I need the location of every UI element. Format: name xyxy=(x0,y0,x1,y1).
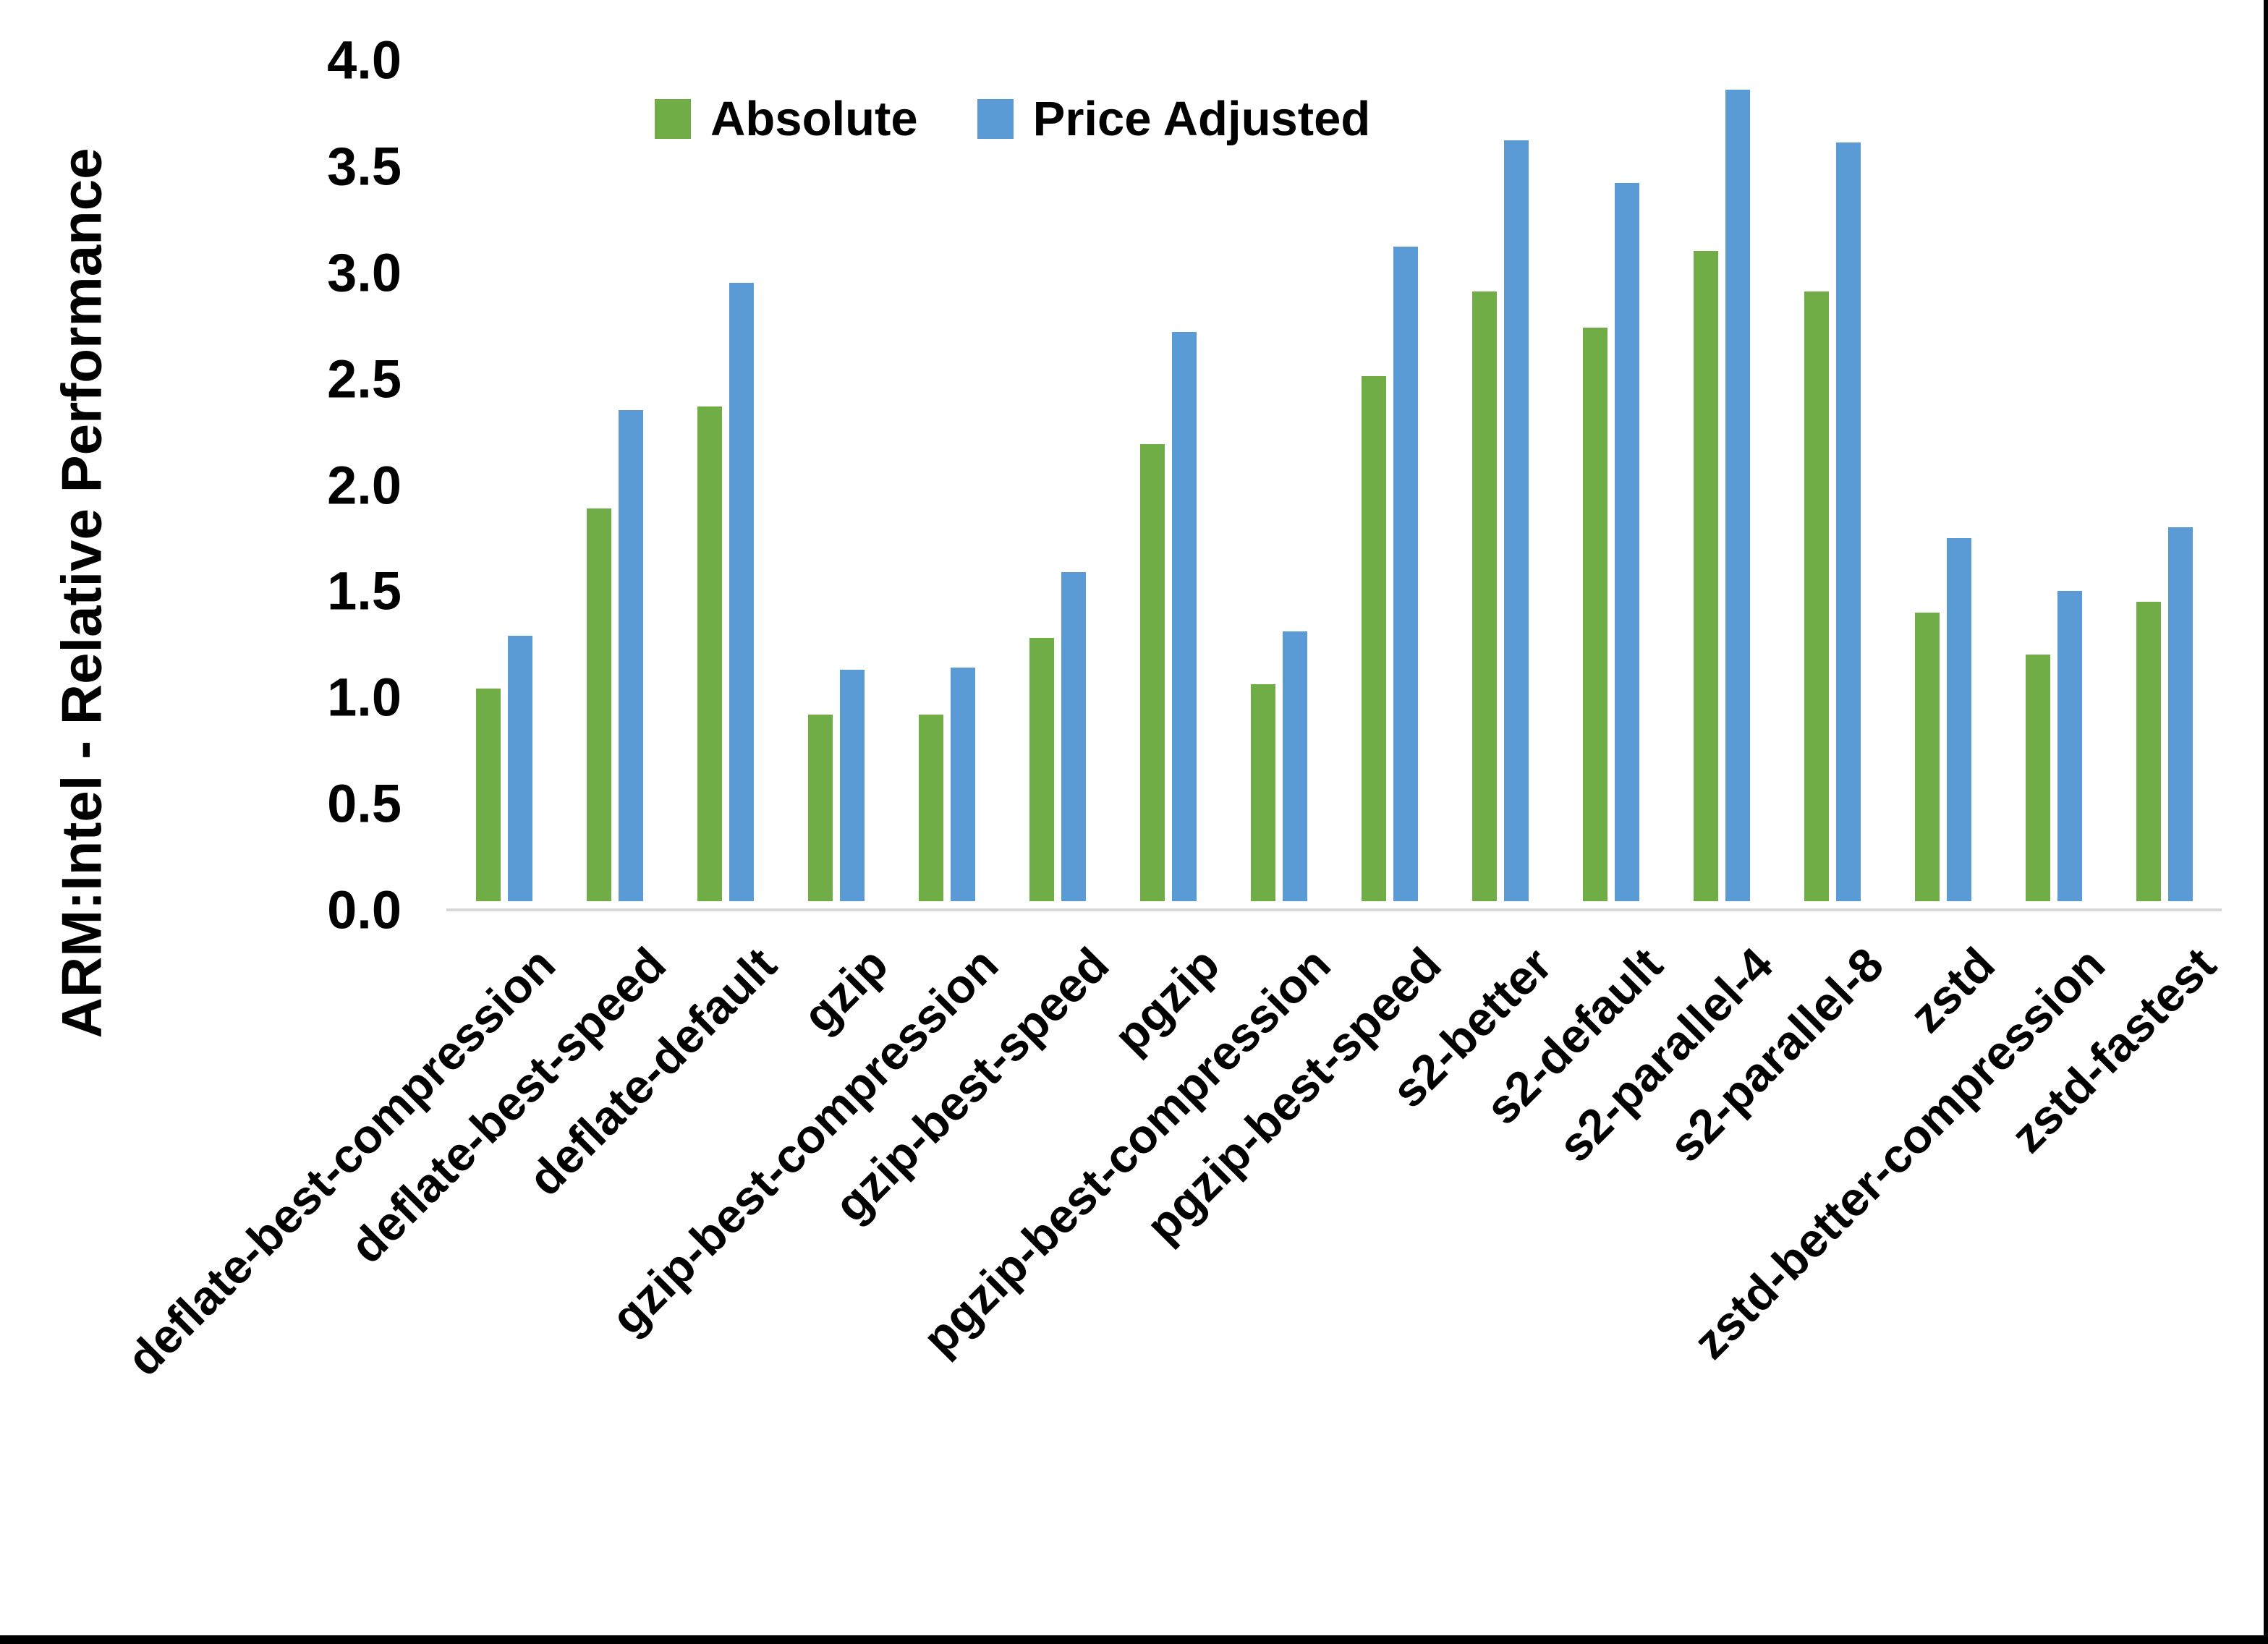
bar-absolute xyxy=(1029,637,1054,901)
bar-absolute xyxy=(1471,291,1497,901)
bar-price-adjusted xyxy=(2057,591,2082,901)
bar-absolute xyxy=(475,689,501,901)
bar-price-adjusted xyxy=(1725,89,1750,901)
y-tick-label: 0.5 xyxy=(327,773,402,834)
y-tick-label: 2.5 xyxy=(327,349,402,409)
bar-price-adjusted xyxy=(1061,571,1086,901)
chart-legend: Absolute Price Adjusted xyxy=(655,91,1370,147)
legend-swatch-price-adjusted xyxy=(977,99,1014,139)
bar-absolute xyxy=(1139,444,1165,901)
bar-price-adjusted xyxy=(1171,331,1197,901)
y-tick-label: 2.0 xyxy=(327,455,402,515)
bar-price-adjusted xyxy=(1282,631,1307,901)
bar-price-adjusted xyxy=(618,410,643,901)
bar-absolute xyxy=(697,406,722,901)
bar-absolute xyxy=(2025,655,2050,901)
x-category-label: deflate-best-compression xyxy=(116,937,566,1386)
y-tick-label: 3.0 xyxy=(327,242,402,303)
y-tick-label: 0.0 xyxy=(327,880,402,940)
legend-label-absolute: Absolute xyxy=(710,92,918,146)
bar-price-adjusted xyxy=(1503,140,1529,901)
bar-price-adjusted xyxy=(950,667,975,901)
bar-price-adjusted xyxy=(2167,527,2193,901)
y-tick-label: 1.0 xyxy=(327,667,402,728)
x-axis-line xyxy=(446,908,2222,911)
legend-item-absolute: Absolute xyxy=(655,91,918,147)
legend-swatch-absolute xyxy=(655,99,691,139)
bar-absolute xyxy=(2136,601,2161,901)
bar-price-adjusted xyxy=(1835,142,1861,901)
bar-absolute xyxy=(1914,612,1940,901)
bar-absolute xyxy=(1361,376,1386,901)
bar-absolute xyxy=(1693,251,1718,901)
bar-price-adjusted xyxy=(1614,183,1639,901)
y-tick-label: 1.5 xyxy=(327,561,402,621)
legend-item-price-adjusted: Price Adjusted xyxy=(977,91,1371,147)
legend-label-price-adjusted: Price Adjusted xyxy=(1032,92,1371,146)
bar-price-adjusted xyxy=(1393,247,1418,901)
y-axis-title: ARM:Intel - Relative Performance xyxy=(49,148,114,1039)
bar-absolute xyxy=(1804,291,1829,901)
bar-price-adjusted xyxy=(507,635,532,901)
y-tick-label: 3.5 xyxy=(327,136,402,197)
bar-absolute xyxy=(807,714,833,901)
y-tick-label: 4.0 xyxy=(327,30,402,90)
bar-absolute xyxy=(918,714,943,901)
bar-price-adjusted xyxy=(839,669,865,901)
bar-absolute xyxy=(1582,327,1607,901)
bar-price-adjusted xyxy=(1946,537,1971,901)
bar-absolute xyxy=(586,508,611,901)
bar-price-adjusted xyxy=(729,283,754,901)
bar-absolute xyxy=(1250,684,1275,901)
